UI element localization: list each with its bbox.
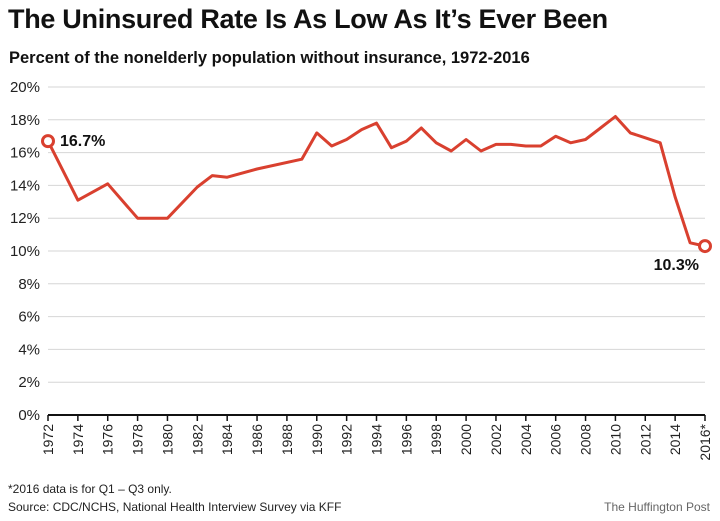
y-tick-label: 6% bbox=[18, 309, 40, 326]
y-tick-label: 0% bbox=[18, 407, 40, 424]
y-tick-label: 14% bbox=[10, 177, 40, 194]
source-note: Source: CDC/NCHS, National Health Interv… bbox=[8, 500, 342, 514]
credit-text: The Huffington Post bbox=[604, 500, 710, 514]
x-tick-label: 1982 bbox=[189, 424, 205, 455]
y-tick-label: 16% bbox=[10, 145, 40, 162]
y-tick-label: 18% bbox=[10, 112, 40, 129]
data-label: 16.7% bbox=[60, 133, 105, 150]
x-tick-label: 2012 bbox=[637, 424, 653, 455]
x-tick-label: 1996 bbox=[398, 424, 414, 455]
series-line bbox=[46, 115, 707, 248]
y-tick-label: 2% bbox=[18, 374, 40, 391]
x-tick-label: 2014 bbox=[667, 424, 683, 455]
x-tick-label: 1972 bbox=[40, 424, 56, 455]
y-tick-label: 12% bbox=[10, 210, 40, 227]
x-tick-label: 1986 bbox=[249, 424, 265, 455]
x-tick-label: 1988 bbox=[279, 424, 295, 455]
x-tick-label: 1978 bbox=[130, 424, 146, 455]
chart-subtitle: Percent of the nonelderly population wit… bbox=[9, 49, 530, 67]
x-tick-label: 1984 bbox=[219, 424, 235, 455]
y-tick-label: 8% bbox=[18, 276, 40, 293]
chart-title: The Uninsured Rate Is As Low As It’s Eve… bbox=[8, 4, 608, 34]
endpoint-marker bbox=[41, 134, 55, 149]
y-tick-label: 4% bbox=[18, 341, 40, 358]
x-tick-label: 2002 bbox=[488, 424, 504, 455]
x-tick-label: 1998 bbox=[428, 424, 444, 455]
data-label: 10.3% bbox=[654, 257, 699, 274]
footnote: *2016 data is for Q1 – Q3 only. bbox=[8, 482, 172, 496]
x-tick-label: 1976 bbox=[100, 424, 116, 455]
endpoint-marker bbox=[698, 239, 712, 254]
x-tick-label: 1990 bbox=[309, 424, 325, 455]
x-tick-label: 2000 bbox=[458, 424, 474, 455]
y-tick-label: 10% bbox=[10, 243, 40, 260]
x-tick-label: 2010 bbox=[607, 424, 623, 455]
x-tick-label: 2008 bbox=[578, 424, 594, 455]
y-tick-label: 20% bbox=[10, 79, 40, 96]
x-tick-label: 2016* bbox=[697, 423, 713, 460]
x-tick-label: 2004 bbox=[518, 424, 534, 455]
x-tick-label: 1992 bbox=[339, 424, 355, 455]
x-tick-label: 1994 bbox=[369, 424, 385, 455]
x-tick-label: 1980 bbox=[159, 424, 175, 455]
x-tick-label: 2006 bbox=[548, 424, 564, 455]
x-tick-label: 1974 bbox=[70, 424, 86, 455]
